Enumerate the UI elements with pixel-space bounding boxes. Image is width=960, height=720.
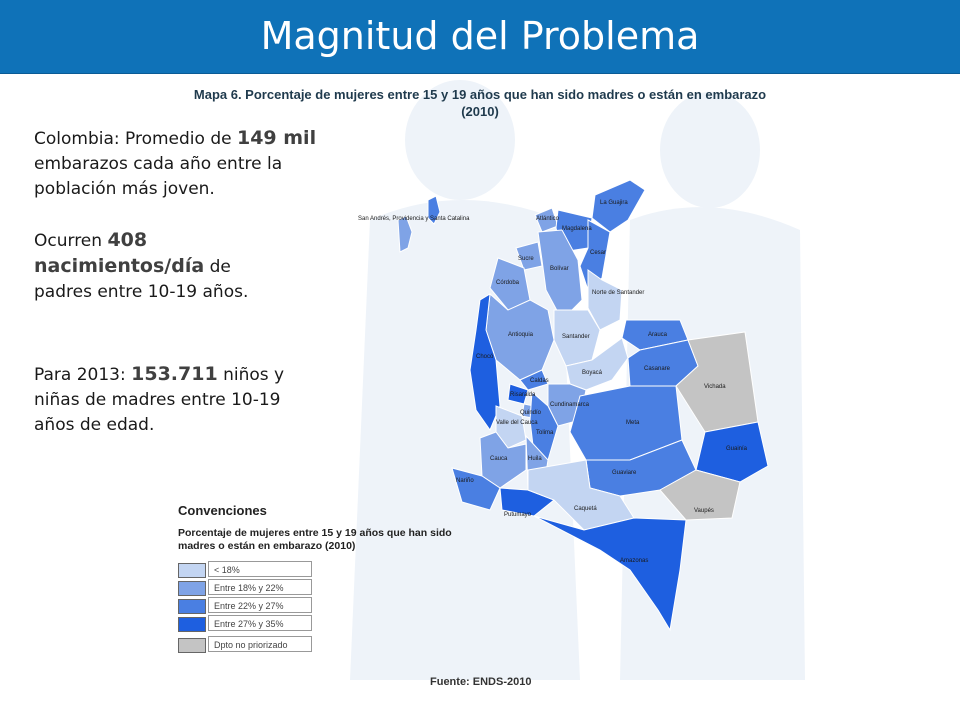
label-cordoba: Córdoba — [496, 280, 520, 286]
label-quindio: Quindío — [520, 410, 542, 416]
dept-vaupes — [659, 469, 741, 521]
dept-guainia — [695, 421, 769, 483]
label-narino: Nariño — [456, 478, 474, 484]
legend-swatch — [178, 581, 206, 596]
dept-narino — [451, 467, 501, 511]
legend-subtitle: Porcentaje de mujeres entre 15 y 19 años… — [178, 527, 452, 552]
stat-pregnancies: Colombia: Promedio de 149 mil embarazos … — [34, 126, 334, 202]
dept-choco — [469, 293, 501, 432]
stat-children: Para 2013: 153.711 niños y niñas de madr… — [34, 362, 324, 438]
label-guajira: La Guajira — [600, 200, 628, 206]
map-title-line1: Mapa 6. Porcentaje de mujeres entre 15 y… — [193, 87, 767, 102]
stat-pregnancies-pre: Colombia: Promedio de — [34, 129, 237, 149]
label-caldas: Caldas — [530, 378, 549, 384]
dept-sucre — [515, 241, 543, 271]
dept-nsantander — [587, 269, 623, 331]
label-risaralda: Risaralda — [510, 392, 536, 398]
label-guainia: Guainía — [726, 446, 748, 452]
label-santander: Santander — [562, 334, 590, 340]
label-casanare: Casanare — [644, 366, 671, 372]
island-san-andres — [397, 215, 413, 253]
label-valle: Valle del Cauca — [496, 420, 538, 426]
label-nsantander: Norte de Santander — [592, 290, 644, 296]
legend-label: Entre 27% y 35% — [208, 615, 312, 631]
stat-children-post: niños y niñas de madres entre 10-19 años… — [34, 365, 285, 435]
label-cauca: Cauca — [490, 456, 508, 462]
label-cesar: Cesar — [590, 250, 606, 256]
map-title: Mapa 6. Porcentaje de mujeres entre 15 y… — [150, 86, 810, 120]
stat-births: Ocurren 408 nacimientos/día de padres ent… — [34, 228, 284, 305]
legend-swatch — [178, 563, 206, 578]
label-vichada: Vichada — [704, 384, 726, 390]
label-amazonas: Amazonas — [620, 558, 648, 564]
legend-label: Dpto no priorizado — [208, 636, 312, 652]
legend-label: < 18% — [208, 561, 312, 577]
dept-guajira — [591, 179, 646, 233]
dept-amazonas — [533, 515, 687, 632]
stat-children-value: 153.711 — [131, 363, 218, 385]
label-huila: Huila — [528, 456, 542, 462]
stat-births-unit: nacimientos/día — [34, 255, 205, 277]
label-cundinamarca: Cundinamarca — [550, 402, 590, 408]
stat-births-pre: Ocurren — [34, 231, 108, 251]
legend-label: Entre 18% y 22% — [208, 579, 312, 595]
label-tolima: Tolima — [536, 430, 554, 436]
label-putumayo: Putumayo — [504, 512, 532, 518]
label-islands: San Andrés, Providencia y Santa Catalina — [358, 216, 470, 222]
label-caqueta: Caquetá — [574, 506, 597, 512]
slide-title: Magnitud del Problema — [260, 14, 700, 58]
legend-swatch — [178, 638, 206, 653]
stat-children-pre: Para 2013: — [34, 365, 132, 385]
label-arauca: Arauca — [648, 332, 668, 338]
island-providencia — [427, 195, 441, 225]
label-atlantico: Atlántico — [536, 216, 560, 222]
dept-valle — [495, 405, 527, 449]
stat-births-post: de padres entre 10-19 años. — [34, 257, 249, 302]
colombia-map: La Guajira Atlántico Magdalena Cesar Suc… — [358, 179, 769, 632]
stat-births-value: 408 — [107, 229, 148, 251]
label-guaviare: Guaviare — [612, 470, 637, 476]
label-choco: Chocó — [476, 354, 494, 360]
label-boyaca: Boyacá — [582, 370, 603, 376]
label-bolivar: Bolívar — [550, 266, 569, 272]
label-meta: Meta — [626, 420, 640, 426]
label-sucre: Sucre — [518, 256, 534, 262]
map-source: Fuente: ENDS-2010 — [430, 676, 532, 688]
stat-pregnancies-post: embarazos cada año entre la población má… — [34, 154, 283, 199]
label-antioquia: Antioquia — [508, 332, 534, 338]
title-bar — [0, 0, 960, 74]
legend-title: Convenciones — [178, 503, 267, 518]
label-magdalena: Magdalena — [562, 226, 592, 232]
map-title-line2: (2010) — [461, 104, 499, 119]
label-vaupes: Vaupés — [694, 508, 714, 514]
legend-swatch — [178, 617, 206, 632]
legend-swatch — [178, 599, 206, 614]
stat-pregnancies-value: 149 mil — [236, 127, 317, 149]
legend-label: Entre 22% y 27% — [208, 597, 312, 613]
